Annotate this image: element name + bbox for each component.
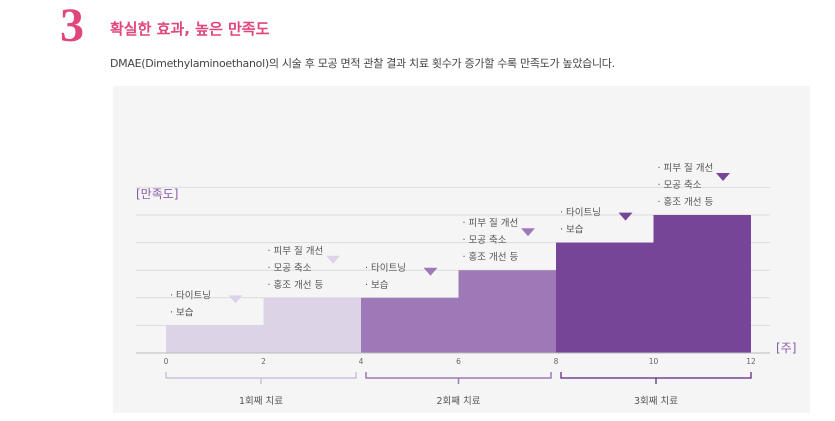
step-bar <box>653 215 751 353</box>
triangle-marker <box>521 228 535 237</box>
step-bar <box>361 297 459 353</box>
step-label: · 홍조 개선 등 <box>268 279 324 291</box>
treatment-bracket <box>560 372 752 379</box>
treatment-label: 3회째 치료 <box>634 395 678 407</box>
section-title: 확실한 효과, 높은 만족도 <box>110 20 270 38</box>
step-label: · 홍조 개선 등 <box>463 251 519 263</box>
x-tick-label: 12 <box>746 357 756 366</box>
triangle-marker <box>716 173 730 181</box>
step-label: · 모공 축소 <box>658 180 702 191</box>
x-tick-label: 2 <box>261 357 266 366</box>
x-tick-label: 4 <box>359 357 364 366</box>
triangle-marker <box>618 212 633 221</box>
treatment-label: 1회째 치료 <box>239 395 283 407</box>
treatment-bracket <box>165 372 357 379</box>
step-label: · 보습 <box>560 225 584 236</box>
triangle-marker <box>228 295 243 304</box>
treatment-label: 2회째 치료 <box>436 395 480 407</box>
section-number: 3 <box>60 0 84 52</box>
x-tick-label: 10 <box>649 357 659 366</box>
step-label: · 모공 축소 <box>463 235 507 246</box>
x-tick-label: 8 <box>554 357 559 366</box>
triangle-marker <box>423 267 438 276</box>
step-label: · 피부 질 개선 <box>658 162 714 174</box>
treatment-bracket <box>365 372 552 379</box>
step-label: · 타이트닝 <box>365 263 406 274</box>
step-label: · 모공 축소 <box>268 263 312 274</box>
x-tick-label: 6 <box>456 357 461 366</box>
step-label: · 보습 <box>365 280 389 291</box>
step-bar <box>458 270 556 353</box>
x-axis-label: [주] <box>776 341 796 355</box>
step-bar <box>556 242 654 353</box>
y-axis-label: [만족도] <box>136 187 178 201</box>
step-label: · 홍조 개선 등 <box>658 196 714 208</box>
triangle-marker <box>326 255 340 264</box>
step-label: · 피부 질 개선 <box>463 217 519 229</box>
step-label: · 타이트닝 <box>560 208 601 219</box>
section-subtitle: DMAE(Dimethylaminoethanol)의 시술 후 모공 면적 관… <box>110 57 615 70</box>
step-label: · 타이트닝 <box>170 290 211 301</box>
step-label: · 피부 질 개선 <box>268 245 324 257</box>
x-tick-label: 0 <box>164 357 169 366</box>
step-label: · 보습 <box>170 307 194 318</box>
step-bar <box>166 325 264 353</box>
step-bar <box>263 297 361 353</box>
